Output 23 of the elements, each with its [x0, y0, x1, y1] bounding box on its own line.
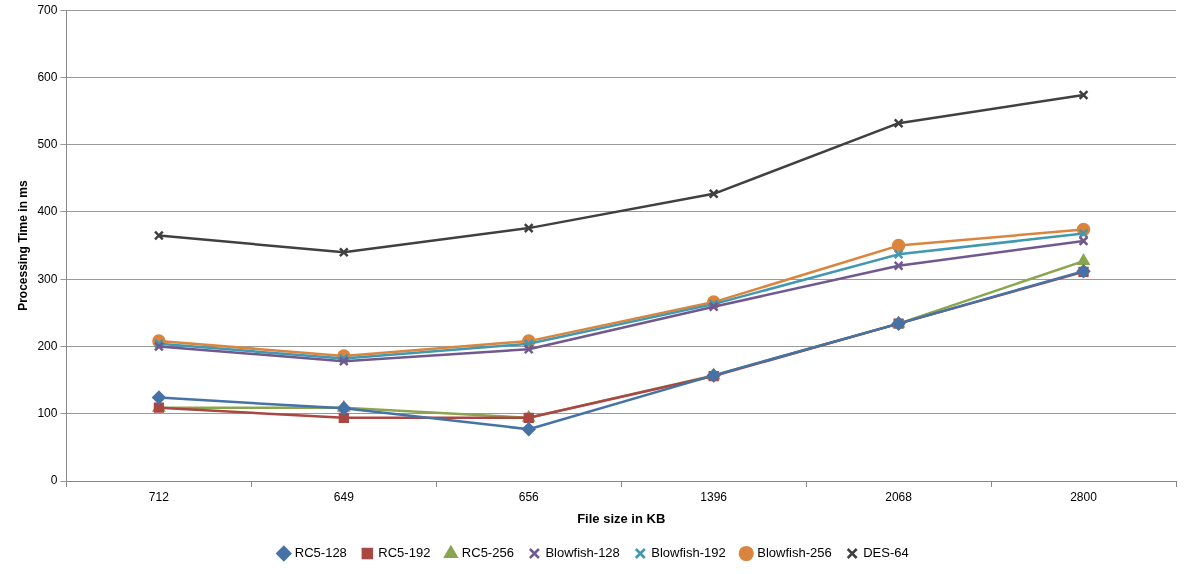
legend-label: Blowfish-256	[757, 545, 832, 561]
y-tick-label: 700	[37, 2, 58, 17]
legend-label: DES-64	[863, 545, 909, 561]
y-tick-label: 400	[37, 204, 58, 219]
legend-label: Blowfish-192	[651, 545, 726, 561]
legend-label: RC5-192	[378, 545, 431, 561]
x-tick-label: 2068	[885, 489, 913, 504]
y-tick-label: 0	[50, 473, 58, 488]
x-tick-label: 1396	[700, 489, 728, 504]
x-tick-label: 649	[333, 489, 355, 504]
x-tick-label: 712	[148, 489, 170, 504]
y-axis-title: Processing Time in ms	[15, 180, 30, 311]
x-tick-label: 656	[518, 489, 540, 504]
x-axis-title: File size in KB	[577, 510, 666, 526]
y-tick-label: 500	[37, 137, 58, 152]
y-tick-label: 100	[37, 406, 58, 421]
legend-label: RC5-128	[294, 545, 347, 561]
y-tick-label: 600	[37, 69, 58, 84]
x-tick-label: 2800	[1070, 489, 1098, 504]
y-tick-label: 300	[37, 271, 58, 286]
y-tick-label: 200	[37, 338, 58, 353]
legend-label: RC5-256	[461, 545, 514, 561]
legend-label: Blowfish-128	[545, 545, 620, 561]
